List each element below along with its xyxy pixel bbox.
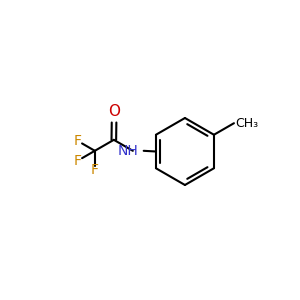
Text: F: F xyxy=(91,164,99,177)
Text: F: F xyxy=(74,154,82,168)
Text: O: O xyxy=(108,104,120,119)
Text: NH: NH xyxy=(118,144,139,158)
Text: CH₃: CH₃ xyxy=(235,117,258,130)
Text: F: F xyxy=(74,134,82,148)
